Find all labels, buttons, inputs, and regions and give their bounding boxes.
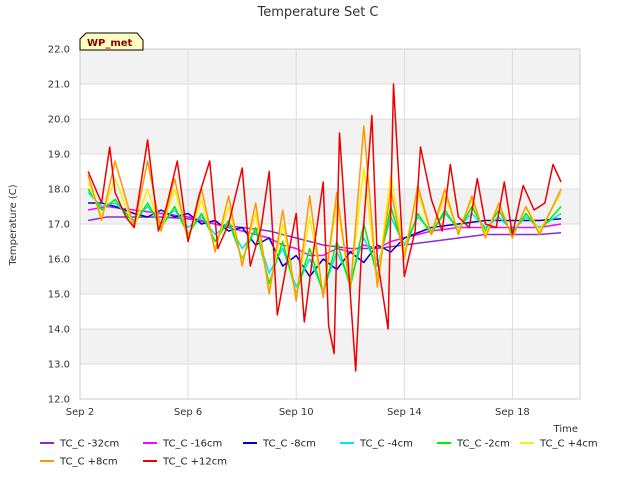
legend-item: TC_C -2cm <box>437 439 510 450</box>
x-tick-label: Sep 14 <box>387 407 422 418</box>
y-tick-label: 19.0 <box>48 150 70 161</box>
legend-item: TC_C -32cm <box>40 439 119 450</box>
legend-label: TC_C +12cm <box>162 457 227 468</box>
series-line <box>87 83 562 372</box>
series-lines <box>87 83 562 372</box>
y-tick-label: 18.0 <box>48 185 70 196</box>
y-tick-label: 22.0 <box>48 45 70 56</box>
legend-item: TC_C +4cm <box>520 439 598 450</box>
y-tick-label: 21.0 <box>48 80 70 91</box>
x-tick-label: Sep 2 <box>66 407 94 418</box>
legend-item: TC_C -8cm <box>243 439 316 450</box>
x-tick-label: Sep 10 <box>279 407 314 418</box>
legend-label: TC_C -16cm <box>162 439 222 450</box>
wp-met-badge: WP_met <box>79 32 144 51</box>
plot-border <box>79 48 581 400</box>
badge-label: WP_met <box>87 38 133 49</box>
x-axis-ticks: Sep 2 Sep 6 Sep 10 Sep 14 Sep 18 <box>66 407 530 418</box>
x-tick-label: Sep 18 <box>495 407 530 418</box>
legend-label: TC_C +8cm <box>59 457 118 468</box>
legend-label: TC_C -2cm <box>456 439 510 450</box>
chart-title: Temperature Set C <box>256 5 378 20</box>
y-axis-ticks: 12.0 13.0 14.0 15.0 16.0 17.0 18.0 19.0 20.0 21.0… <box>48 45 70 406</box>
legend-item: TC_C -16cm <box>143 439 222 450</box>
y-tick-label: 20.0 <box>48 115 70 126</box>
y-tick-label: 16.0 <box>48 255 70 266</box>
y-tick-label: 15.0 <box>48 290 70 301</box>
legend-label: TC_C -4cm <box>359 439 413 450</box>
legend-label: TC_C -32cm <box>59 439 119 450</box>
grid-band <box>80 119 580 154</box>
grid-band <box>80 49 580 84</box>
legend-item: TC_C -4cm <box>340 439 413 450</box>
y-tick-label: 17.0 <box>48 220 70 231</box>
legend: TC_C -32cm TC_C -16cm TC_C -8cm TC_C -4cm TC… <box>40 439 598 468</box>
legend-label: TC_C +4cm <box>539 439 598 450</box>
legend-item: TC_C +8cm <box>40 457 118 468</box>
series-line <box>87 125 562 302</box>
legend-label: TC_C -8cm <box>262 439 316 450</box>
y-tick-label: 12.0 <box>48 395 70 406</box>
legend-item: TC_C +12cm <box>143 457 227 468</box>
y-axis-label: Temperature (C) <box>8 184 19 266</box>
x-axis-label: Time <box>553 424 578 435</box>
y-tick-label: 13.0 <box>48 360 70 371</box>
x-tick-label: Sep 6 <box>174 407 202 418</box>
y-tick-label: 14.0 <box>48 325 70 336</box>
